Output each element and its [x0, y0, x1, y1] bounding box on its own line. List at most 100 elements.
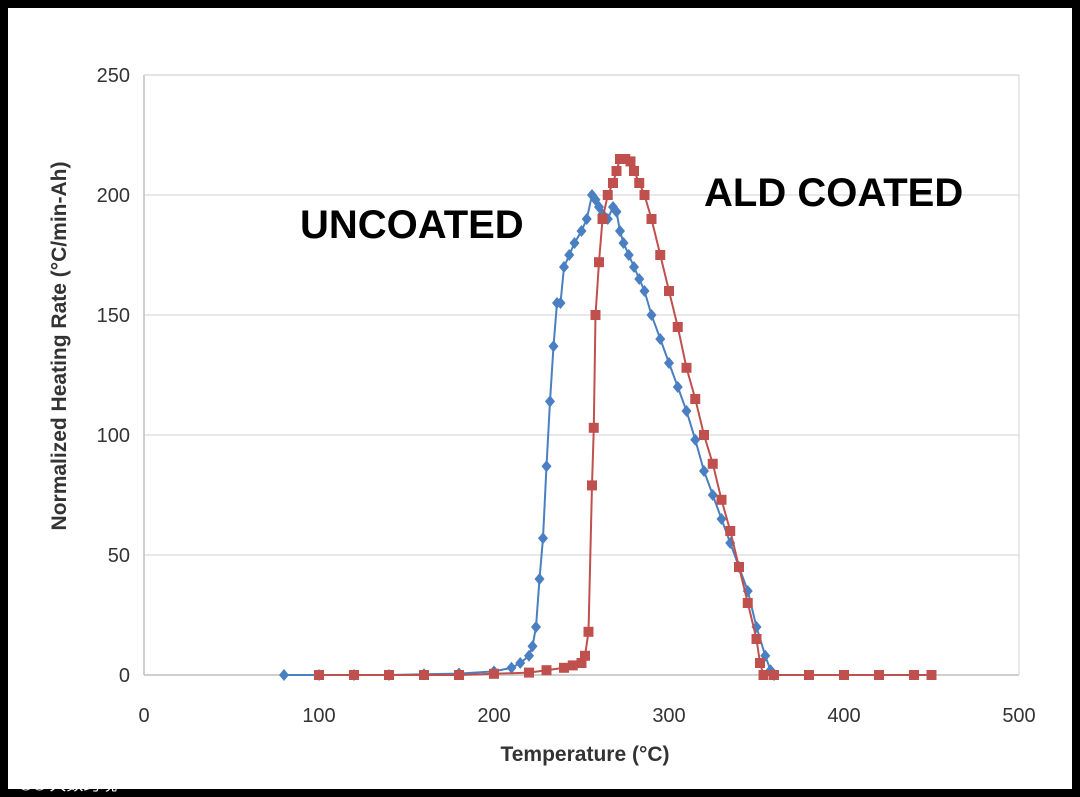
y-tick-label: 100	[97, 425, 130, 447]
point-coated	[681, 362, 692, 373]
point-coated	[639, 190, 650, 200]
point-uncoated	[629, 261, 639, 273]
point-coated	[608, 178, 618, 188]
point-uncoated	[615, 225, 625, 237]
point-uncoated	[279, 669, 289, 681]
point-coated	[909, 670, 919, 680]
point-coated	[699, 430, 709, 440]
point-coated	[602, 190, 613, 200]
y-tick-label: 150	[97, 305, 130, 327]
watermark: ◯◯ 大数跨境	[18, 770, 118, 796]
point-coated	[611, 166, 622, 176]
point-coated	[583, 626, 594, 637]
point-coated	[524, 667, 534, 678]
point-coated	[707, 458, 718, 469]
point-coated	[874, 670, 884, 680]
point-coated	[615, 154, 625, 164]
point-uncoated	[569, 237, 580, 249]
point-uncoated	[545, 395, 555, 408]
point-uncoated	[564, 249, 575, 261]
point-coated	[567, 660, 578, 671]
point-uncoated	[555, 297, 566, 309]
point-coated	[590, 310, 601, 320]
uncoated-annotation: UNCOATED	[300, 203, 524, 247]
point-uncoated	[524, 649, 534, 662]
point-uncoated	[672, 381, 683, 393]
point-uncoated	[531, 621, 541, 633]
x-tick-label: 400	[827, 705, 860, 727]
point-coated	[384, 670, 394, 680]
point-coated	[629, 166, 639, 176]
chart-frame: 0 100 200 300 400 500 0 50 100 150 200 250 Tempera…	[8, 8, 1072, 795]
point-coated	[314, 670, 324, 680]
y-axis-title: Normalized Heating Rate (°C/min-Ah)	[48, 162, 71, 531]
y-tick-label: 0	[119, 665, 130, 687]
point-uncoated	[534, 573, 545, 585]
point-coated	[769, 670, 779, 680]
x-tick-label: 100	[302, 705, 335, 727]
point-uncoated	[664, 357, 674, 369]
x-tick-label: 300	[652, 705, 685, 727]
point-coated	[541, 665, 552, 676]
point-coated	[655, 250, 666, 260]
point-coated	[758, 670, 769, 680]
point-coated	[625, 156, 636, 167]
watermark-text: 大数跨境	[49, 775, 118, 795]
series-coated	[314, 154, 937, 680]
point-uncoated	[646, 309, 657, 321]
point-coated	[597, 214, 608, 224]
point-coated	[454, 670, 464, 680]
point-uncoated	[527, 640, 538, 653]
point-uncoated	[548, 340, 559, 353]
point-coated	[646, 214, 657, 224]
point-coated	[926, 670, 937, 680]
point-uncoated	[655, 333, 666, 345]
watermark-logo-icon: ◯◯	[18, 774, 47, 791]
x-tick-label: 0	[138, 705, 149, 727]
point-uncoated	[576, 225, 587, 237]
grid-lines	[144, 74, 1019, 556]
point-coated	[734, 562, 744, 572]
point-coated	[489, 668, 499, 679]
point-uncoated	[581, 213, 592, 225]
x-axis-title: Temperature (°C)	[500, 743, 669, 766]
point-coated	[349, 670, 359, 680]
point-uncoated	[538, 532, 548, 545]
point-uncoated	[559, 261, 569, 273]
point-coated	[725, 526, 736, 536]
y-tick-label: 200	[97, 185, 130, 207]
point-coated	[755, 658, 765, 668]
point-uncoated	[716, 513, 727, 525]
point-uncoated	[623, 249, 634, 261]
point-uncoated	[618, 237, 629, 249]
point-uncoated	[515, 657, 526, 669]
point-uncoated	[707, 489, 718, 501]
point-coated	[576, 658, 587, 668]
point-coated	[588, 422, 599, 433]
heating-rate-chart: 0 100 200 300 400 500 0 50 100 150 200 250 Tempera…	[48, 65, 1036, 766]
point-coated	[587, 480, 597, 491]
point-coated	[716, 494, 727, 505]
point-uncoated	[639, 285, 650, 297]
y-tick-label: 50	[108, 545, 130, 567]
point-coated	[664, 286, 674, 296]
point-coated	[419, 670, 429, 680]
series-layer	[279, 154, 937, 681]
point-coated	[839, 670, 849, 680]
y-tick-label: 250	[97, 65, 130, 87]
x-tick-label: 500	[1002, 705, 1035, 727]
point-coated	[580, 650, 590, 661]
point-uncoated	[681, 405, 692, 417]
x-tick-labels: 0 100 200 300 400 500	[138, 705, 1035, 727]
point-uncoated	[611, 205, 622, 218]
point-coated	[634, 178, 645, 188]
y-tick-labels: 0 50 100 150 200 250	[97, 65, 130, 687]
point-coated	[620, 154, 631, 164]
point-uncoated	[634, 273, 645, 285]
point-coated	[594, 257, 604, 268]
point-coated	[751, 634, 762, 644]
point-uncoated	[699, 465, 709, 477]
point-uncoated	[690, 433, 701, 446]
point-coated	[690, 394, 701, 404]
point-coated	[672, 322, 683, 332]
